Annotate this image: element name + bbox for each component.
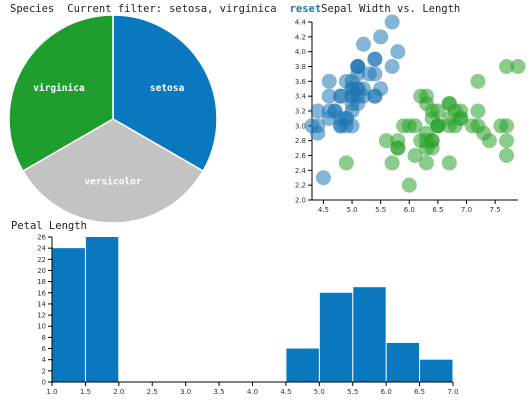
- hist-y-tick-label: 14: [37, 300, 46, 308]
- scatter-x-tick-label: 5.5: [375, 206, 386, 214]
- scatter-point-virginica[interactable]: [482, 133, 497, 148]
- scatter-x-tick-label: 5.0: [346, 206, 357, 214]
- histogram-bar[interactable]: [286, 349, 318, 382]
- histogram-bar[interactable]: [53, 248, 85, 382]
- scatter-point-setosa[interactable]: [367, 52, 382, 67]
- hist-y-tick-label: 16: [37, 289, 46, 297]
- histogram-title: Petal Length: [11, 220, 87, 232]
- hist-x-tick-label: 1.0: [46, 388, 57, 396]
- scatter-point-virginica[interactable]: [499, 148, 514, 163]
- scatter-point-virginica[interactable]: [402, 178, 417, 193]
- hist-x-tick-label: 6.5: [414, 388, 425, 396]
- scatter-point-setosa[interactable]: [310, 118, 325, 133]
- species-pie-chart[interactable]: setosa versicolor virginica: [0, 0, 230, 225]
- hist-y-tick-label: 26: [37, 234, 46, 242]
- scatter-point-setosa[interactable]: [373, 29, 388, 44]
- scatter-x-tick-label: 4.5: [318, 206, 329, 214]
- hist-y-tick-label: 12: [37, 312, 46, 320]
- scatter-y-tick-label: 3.8: [295, 63, 306, 71]
- histogram-bar[interactable]: [86, 237, 118, 382]
- scatter-point-virginica[interactable]: [390, 141, 405, 156]
- hist-y-tick-label: 8: [42, 334, 46, 342]
- scatter-y-tick-label: 3.4: [295, 93, 307, 101]
- scatter-x-tick-label: 7.5: [490, 206, 501, 214]
- scatter-point-virginica[interactable]: [470, 118, 485, 133]
- hist-x-tick-label: 6.0: [381, 388, 392, 396]
- hist-y-tick-label: 20: [37, 267, 46, 275]
- scatter-point-virginica[interactable]: [419, 133, 434, 148]
- hist-y-tick-label: 6: [42, 345, 47, 353]
- scatter-x-tick-label: 6.5: [432, 206, 443, 214]
- scatter-point-virginica[interactable]: [442, 96, 457, 111]
- hist-y-tick-label: 0: [42, 379, 46, 387]
- scatter-point-setosa[interactable]: [322, 104, 337, 119]
- scatter-point-virginica[interactable]: [339, 155, 354, 170]
- scatter-point-setosa[interactable]: [385, 15, 400, 30]
- pie-label-setosa: setosa: [150, 83, 185, 94]
- scatter-point-setosa[interactable]: [356, 37, 371, 52]
- hist-x-tick-label: 5.0: [314, 388, 325, 396]
- scatter-y-tick-label: 3.0: [295, 122, 306, 130]
- scatter-point-virginica[interactable]: [413, 89, 428, 104]
- sepal-scatter-chart[interactable]: 2.0 2.2 2.4 2.6 2.8 3.0 3.2 3.4 3.6 3.8 4.0 4.2 4.4 4…: [290, 12, 530, 222]
- hist-x-tick-label: 1.5: [80, 388, 91, 396]
- scatter-point-virginica[interactable]: [499, 133, 514, 148]
- scatter-point-setosa[interactable]: [385, 59, 400, 74]
- scatter-point-virginica[interactable]: [430, 118, 445, 133]
- scatter-point-virginica[interactable]: [511, 59, 526, 74]
- hist-y-tick-label: 24: [37, 245, 46, 253]
- scatter-y-tick-label: 4.0: [295, 48, 306, 56]
- hist-y-tick-label: 2: [42, 367, 46, 375]
- hist-x-tick-label: 4.0: [247, 388, 258, 396]
- scatter-point-virginica[interactable]: [419, 155, 434, 170]
- scatter-point-setosa[interactable]: [345, 96, 360, 111]
- scatter-y-tick-label: 4.4: [295, 19, 307, 27]
- hist-x-tick-label: 7.0: [447, 388, 458, 396]
- hist-x-tick-label: 4.5: [280, 388, 291, 396]
- scatter-y-tick-label: 2.8: [295, 137, 306, 145]
- hist-x-tick-label: 2.5: [147, 388, 158, 396]
- hist-x-tick-label: 2.0: [113, 388, 124, 396]
- hist-y-tick-label: 4: [42, 356, 47, 364]
- scatter-point-setosa[interactable]: [362, 66, 377, 81]
- scatter-y-tick-label: 2.2: [295, 182, 306, 190]
- pie-label-virginica: virginica: [33, 83, 85, 94]
- histogram-bar[interactable]: [320, 293, 352, 382]
- hist-x-tick-label: 3.5: [214, 388, 225, 396]
- scatter-y-tick-label: 2.6: [295, 152, 307, 160]
- hist-y-tick-label: 18: [37, 278, 46, 286]
- scatter-point-virginica[interactable]: [396, 118, 411, 133]
- scatter-y-tick-label: 2.4: [295, 167, 307, 175]
- hist-x-tick-label: 3.0: [180, 388, 191, 396]
- scatter-point-virginica[interactable]: [442, 155, 457, 170]
- scatter-point-setosa[interactable]: [316, 170, 331, 185]
- scatter-x-tick-label: 7.0: [461, 206, 472, 214]
- scatter-point-setosa[interactable]: [333, 118, 348, 133]
- scatter-point-setosa[interactable]: [322, 74, 337, 89]
- scatter-y-tick-label: 2.0: [295, 197, 306, 205]
- scatter-x-tick-label: 6.0: [404, 206, 415, 214]
- scatter-y-tick-label: 3.6: [295, 78, 307, 86]
- histogram-bar[interactable]: [387, 343, 419, 382]
- scatter-point-setosa[interactable]: [390, 44, 405, 59]
- scatter-point-virginica[interactable]: [385, 155, 400, 170]
- scatter-y-tick-label: 4.2: [295, 33, 306, 41]
- histogram-bar[interactable]: [420, 360, 452, 382]
- scatter-point-virginica[interactable]: [499, 118, 514, 133]
- scatter-point-virginica[interactable]: [470, 104, 485, 119]
- hist-y-tick-label: 22: [37, 256, 46, 264]
- hist-x-tick-label: 5.5: [347, 388, 358, 396]
- pie-label-versicolor: versicolor: [84, 176, 141, 187]
- scatter-point-setosa[interactable]: [345, 81, 360, 96]
- hist-y-tick-label: 10: [37, 323, 46, 331]
- scatter-y-tick-label: 3.2: [295, 108, 306, 116]
- scatter-point-virginica[interactable]: [470, 74, 485, 89]
- scatter-point-setosa[interactable]: [373, 81, 388, 96]
- histogram-bar[interactable]: [353, 287, 385, 382]
